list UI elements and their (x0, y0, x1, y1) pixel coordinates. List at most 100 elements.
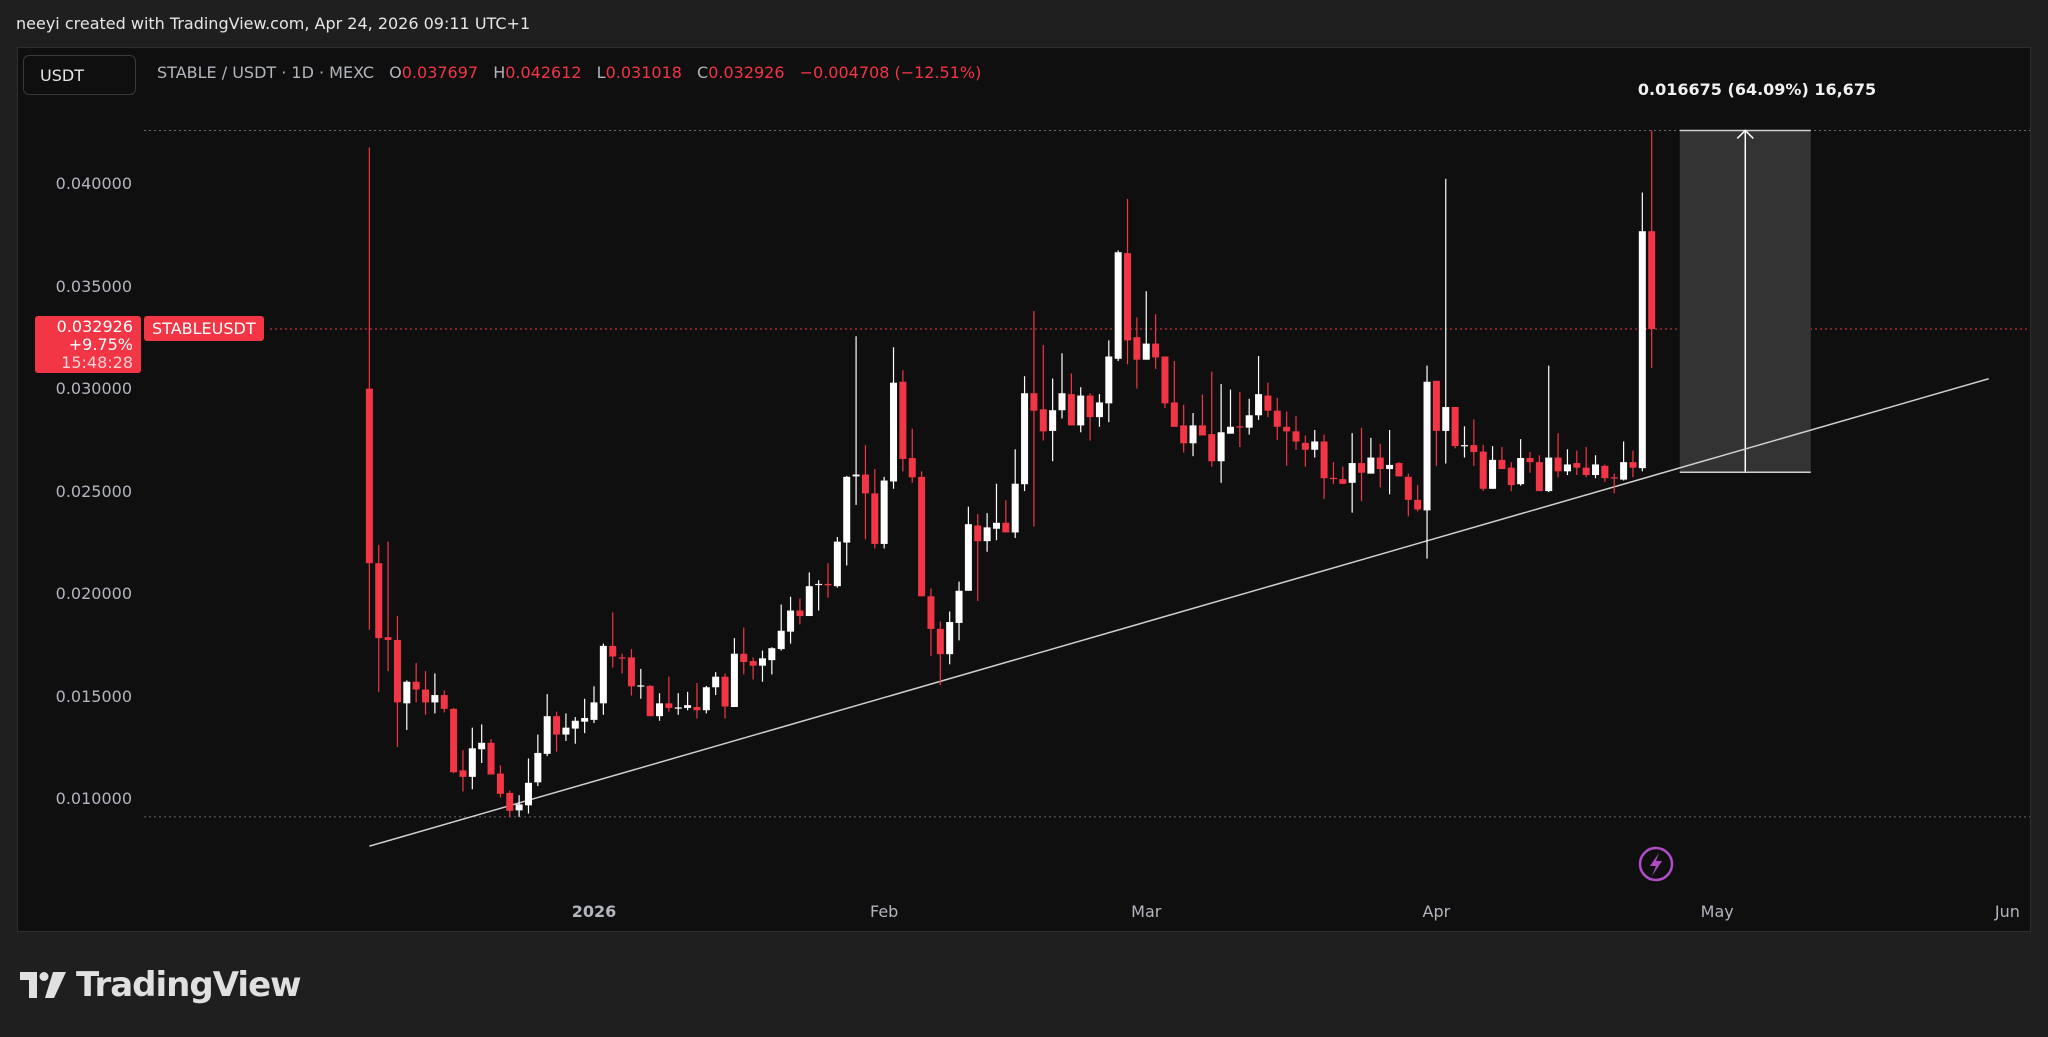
candle (890, 347, 898, 489)
candle (375, 544, 383, 692)
candle-body (562, 727, 570, 735)
price-range-measure (1679, 129, 1811, 474)
price-tick-label: 0.015000 (55, 686, 132, 706)
candle (1470, 419, 1478, 466)
candle (1563, 449, 1571, 476)
candle (1095, 394, 1103, 427)
candle (1152, 314, 1160, 369)
candle (693, 683, 701, 719)
candle-body (955, 590, 963, 623)
candle (665, 676, 673, 712)
candle (506, 790, 514, 817)
candle-body (1161, 356, 1169, 404)
candle (777, 604, 785, 651)
candle (927, 588, 935, 657)
candle-body (824, 583, 832, 586)
candle-body (1095, 402, 1103, 418)
candle-body (1198, 425, 1206, 436)
candle-body (1376, 457, 1384, 470)
candle (936, 621, 944, 685)
candle-body (1470, 445, 1478, 453)
candle (1582, 446, 1590, 478)
candle (1198, 394, 1206, 436)
symbol-tag: STABLEUSDT (144, 316, 264, 341)
candle-body (1039, 409, 1047, 432)
candle-body (1273, 410, 1281, 427)
candle (1086, 393, 1094, 441)
candle-body (1208, 434, 1216, 462)
candle-body (1517, 458, 1525, 485)
candle (1479, 444, 1487, 492)
candle (431, 673, 439, 714)
candle-body (1283, 426, 1291, 432)
candle (1592, 455, 1600, 479)
open-value: 0.037697 (401, 63, 479, 82)
price-tick-label: 0.040000 (55, 174, 132, 193)
event-marker[interactable] (1638, 846, 1674, 882)
candle-body (646, 685, 654, 717)
candle (1386, 429, 1394, 495)
candle (646, 684, 654, 717)
candle (1133, 317, 1141, 389)
candle (1545, 365, 1553, 493)
candle (1170, 361, 1178, 427)
candle-body (515, 804, 523, 811)
low-label: L (596, 63, 606, 82)
candle (562, 713, 570, 741)
candle-body (1049, 410, 1057, 431)
candle-body (852, 474, 860, 477)
candle-body (581, 718, 589, 722)
candle (1395, 462, 1403, 477)
candle (1432, 380, 1440, 466)
candle-body (1638, 231, 1646, 469)
candle-body (665, 703, 673, 708)
candle-body (992, 522, 1000, 529)
candle (1460, 426, 1468, 458)
candle-body (1489, 459, 1497, 489)
candle (824, 563, 832, 598)
candle-body (1442, 407, 1450, 431)
candle-body (1180, 425, 1188, 444)
candle-body (1460, 445, 1468, 447)
candle (1610, 473, 1618, 494)
price-tick-label: 0.010000 (55, 789, 132, 808)
candle (487, 739, 495, 775)
candle-body (496, 773, 504, 794)
candle-body (908, 458, 916, 478)
candle (459, 750, 467, 792)
candle (1638, 192, 1646, 472)
candle (1601, 464, 1609, 482)
candle (674, 693, 682, 715)
candle (1273, 397, 1281, 441)
candle-body (1358, 463, 1366, 473)
trendline (369, 378, 1989, 847)
candles (365, 130, 1656, 817)
candle-body (833, 541, 841, 587)
candle-body (1339, 479, 1347, 484)
candle-body (880, 480, 888, 544)
candle (702, 685, 710, 714)
currency-button[interactable]: USDT (23, 55, 136, 95)
candle (1517, 439, 1525, 486)
candle (983, 513, 991, 552)
candle-body (656, 703, 664, 717)
candle-body (1386, 464, 1394, 470)
candle (1339, 466, 1347, 485)
candle-body (1610, 477, 1618, 479)
candle-body (805, 586, 813, 617)
candle-body (1077, 395, 1085, 426)
candle-body (1133, 337, 1141, 360)
symbol-info[interactable]: STABLE / USDT · 1D · MEXC (157, 63, 375, 82)
lightning-icon (1650, 853, 1662, 876)
candle-body (1011, 483, 1019, 533)
candle (627, 649, 635, 696)
bar-countdown: 15:48:28 (61, 353, 133, 372)
candle-body (890, 382, 898, 482)
candle-body (1301, 442, 1309, 450)
candle-body (936, 628, 944, 655)
time-tick-label: May (1700, 902, 1734, 921)
candle (833, 537, 841, 588)
candle (1620, 441, 1628, 481)
candle (656, 693, 664, 721)
